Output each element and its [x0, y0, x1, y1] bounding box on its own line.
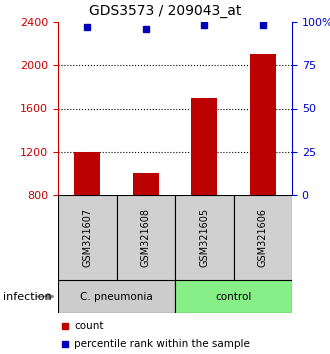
- Bar: [191, 98, 217, 195]
- Text: control: control: [215, 291, 252, 302]
- Text: GDS3573 / 209043_at: GDS3573 / 209043_at: [89, 4, 241, 18]
- FancyBboxPatch shape: [175, 195, 234, 280]
- Bar: [133, 173, 159, 195]
- FancyBboxPatch shape: [175, 280, 292, 313]
- Text: GSM321605: GSM321605: [199, 208, 209, 267]
- Text: GSM321607: GSM321607: [82, 208, 92, 267]
- FancyBboxPatch shape: [58, 280, 175, 313]
- Text: GSM321606: GSM321606: [258, 208, 268, 267]
- Text: infection: infection: [3, 291, 52, 302]
- Text: percentile rank within the sample: percentile rank within the sample: [74, 339, 250, 349]
- FancyBboxPatch shape: [234, 195, 292, 280]
- Bar: [249, 55, 276, 195]
- FancyBboxPatch shape: [58, 195, 116, 280]
- Bar: [74, 152, 100, 195]
- Text: GSM321608: GSM321608: [141, 208, 151, 267]
- Text: C. pneumonia: C. pneumonia: [80, 291, 153, 302]
- Text: count: count: [74, 321, 104, 331]
- FancyBboxPatch shape: [116, 195, 175, 280]
